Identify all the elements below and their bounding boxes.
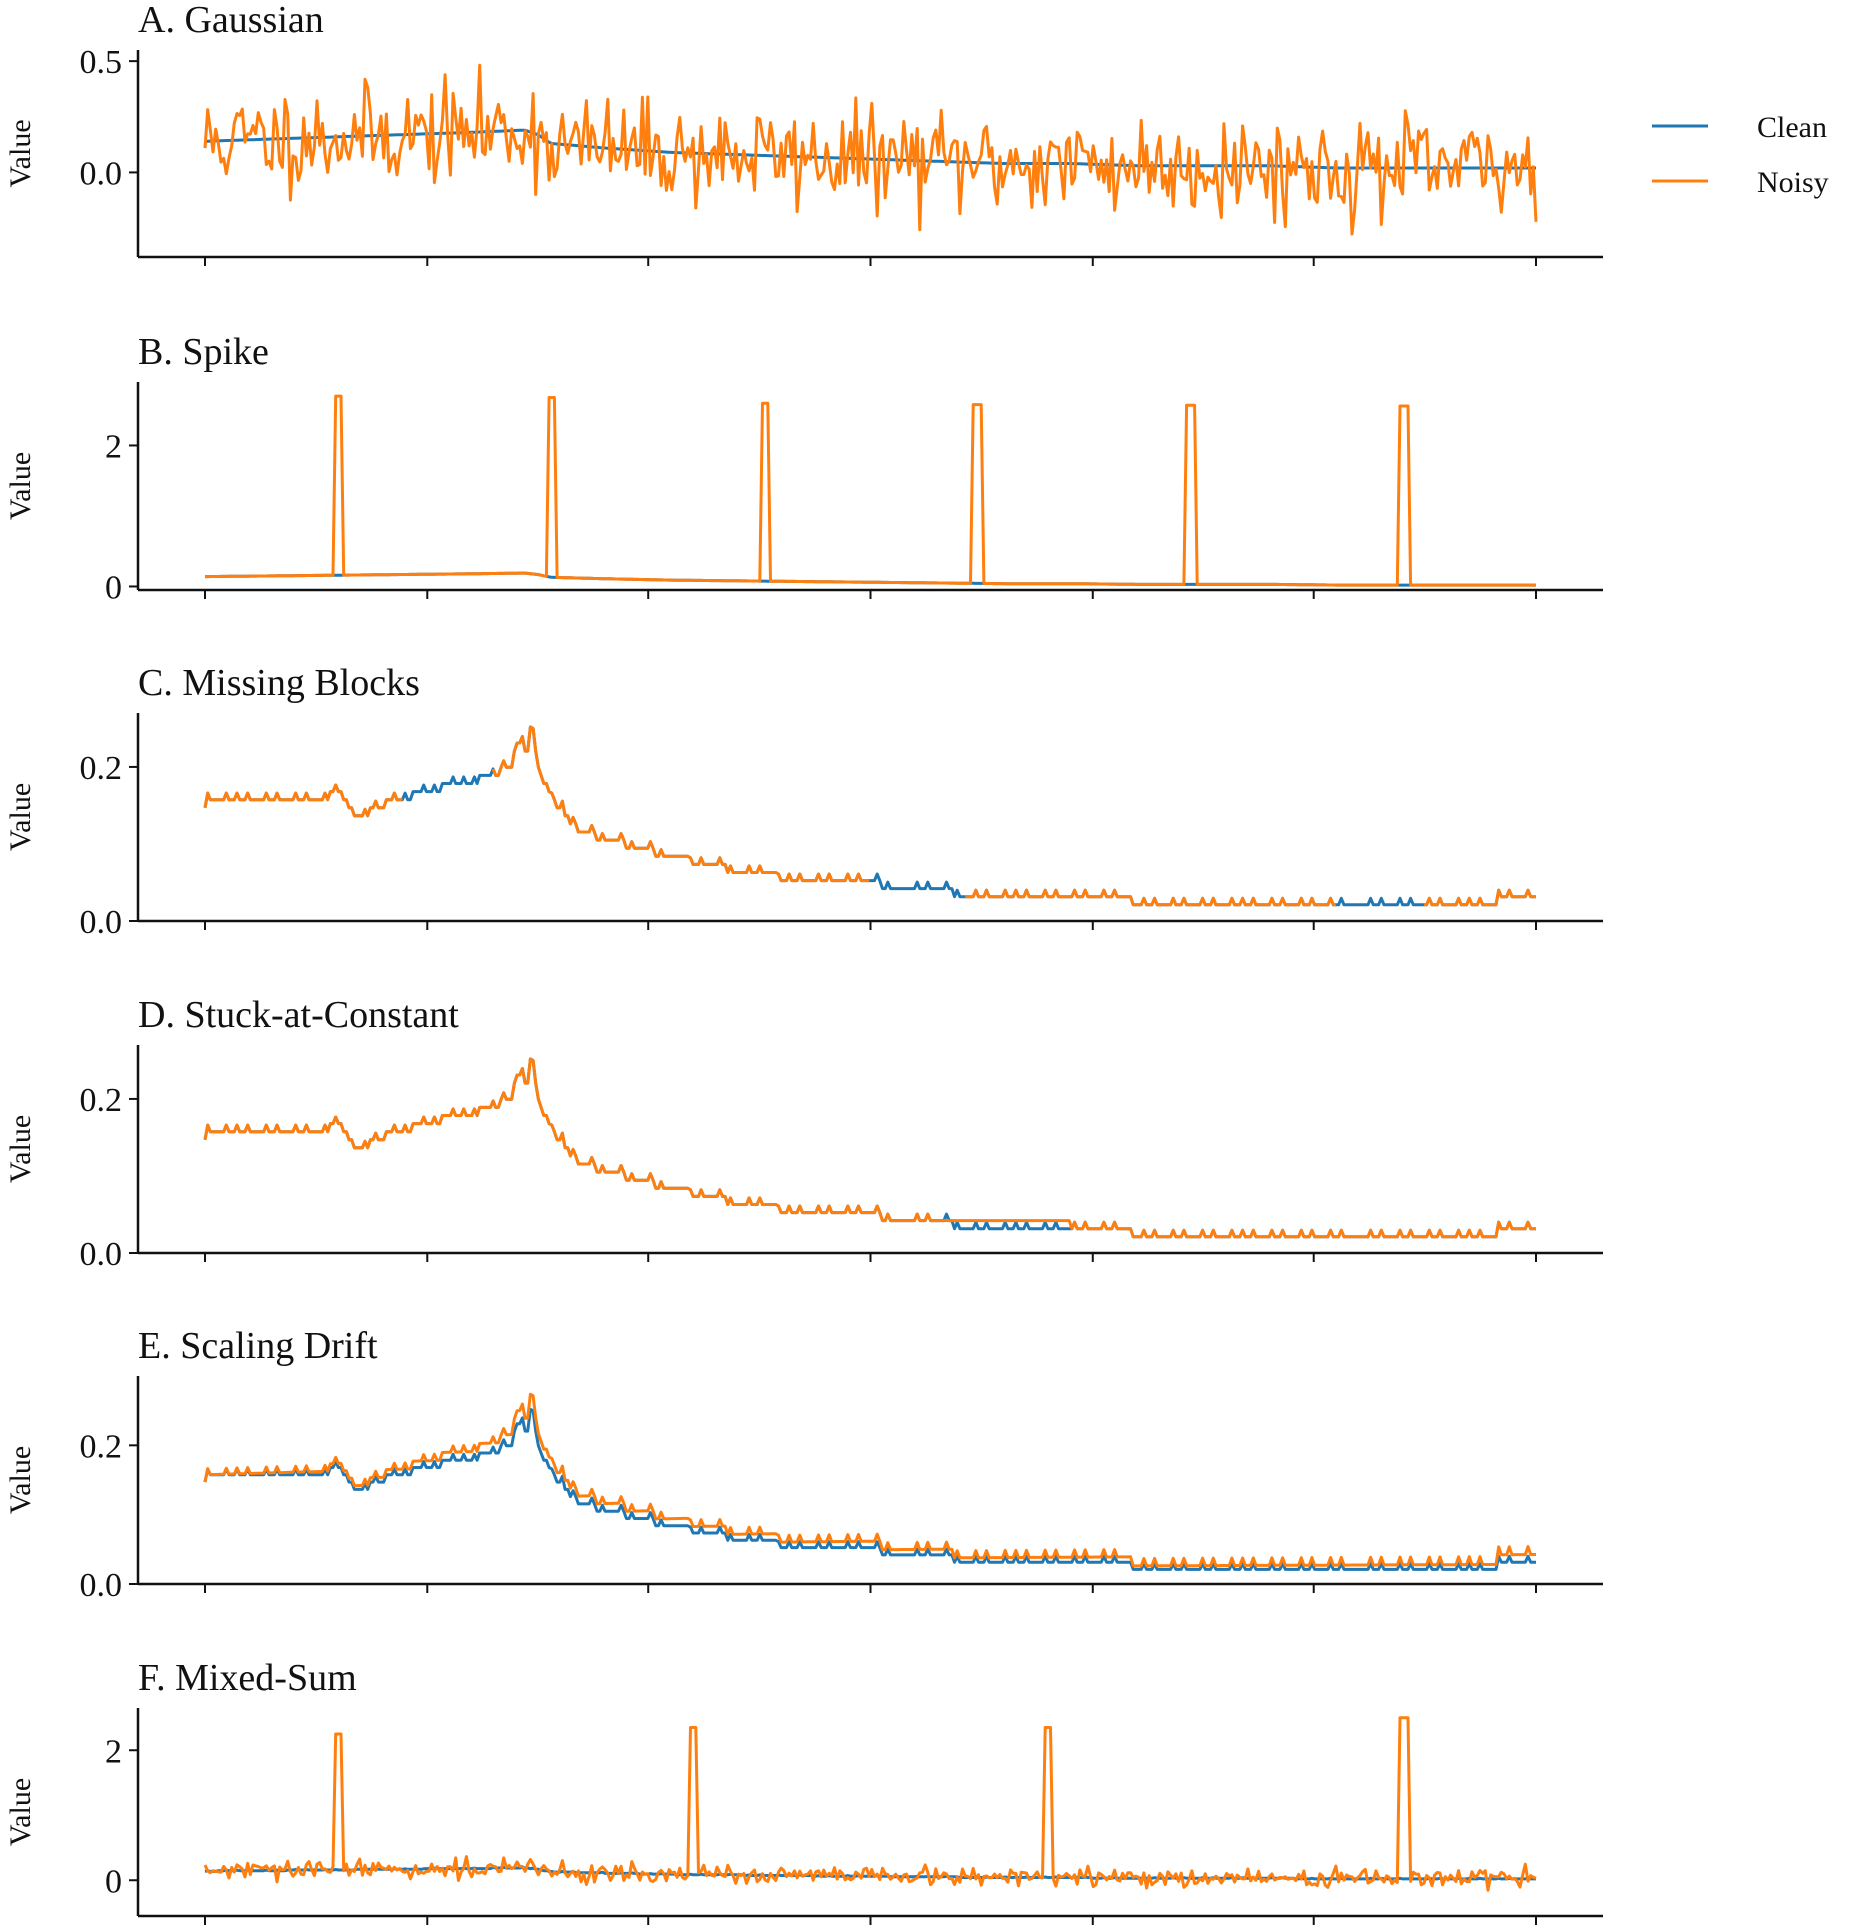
- panel-title: E. Scaling Drift: [138, 1325, 378, 1367]
- panel-title: B. Spike: [138, 331, 269, 373]
- clean-series-line: [203, 1407, 1536, 1571]
- y-tick-label: 2: [105, 428, 122, 465]
- y-tick-label: 0.0: [80, 1567, 123, 1604]
- y-tick-label: 0: [105, 569, 122, 606]
- noisy-series-line: [203, 1057, 1536, 1239]
- clean-series-line: [203, 725, 1536, 907]
- panels: A. Gaussian Value 0.0 0.5 B. Spike Value 0 2 C. …: [4, 0, 1603, 1925]
- panel-f: F. Mixed-Sum Value 0 2: [4, 1657, 1603, 1925]
- panel-title: F. Mixed-Sum: [138, 1657, 357, 1699]
- panel-title: C. Missing Blocks: [138, 662, 420, 704]
- y-tick-label: 0.0: [80, 1236, 123, 1273]
- panel-e: E. Scaling Drift Value 0.0 0.2: [4, 1325, 1603, 1604]
- y-axis-label: Value: [4, 783, 37, 851]
- noisy-series-line: [203, 1392, 1536, 1568]
- legend-noisy-label: Noisy: [1757, 166, 1829, 199]
- y-tick-label: 0.5: [80, 44, 123, 81]
- panel-a: A. Gaussian Value 0.0 0.5: [4, 0, 1603, 266]
- noisy-series-line: [205, 394, 1536, 587]
- panel-d: D. Stuck-at-Constant Value 0.0 0.2: [4, 994, 1603, 1273]
- noisy-series-line: [203, 725, 1536, 907]
- noisy-series-line: [203, 63, 1538, 236]
- y-axis-label: Value: [4, 119, 37, 187]
- legend-clean-label: Clean: [1757, 111, 1827, 144]
- y-tick-label: 0.2: [80, 750, 123, 787]
- y-tick-label: 0: [105, 1863, 122, 1900]
- y-tick-label: 2: [105, 1733, 122, 1770]
- y-tick-label: 0.2: [80, 1428, 123, 1465]
- panel-title: D. Stuck-at-Constant: [138, 994, 459, 1036]
- y-tick-label: 0.2: [80, 1082, 123, 1119]
- y-axis-label: Value: [4, 1778, 37, 1846]
- legend: Clean Noisy: [1652, 111, 1829, 199]
- clean-series-line: [203, 1057, 1536, 1239]
- y-tick-label: 0.0: [80, 904, 123, 941]
- y-axis-label: Value: [4, 1446, 37, 1514]
- panel-b: B. Spike Value 0 2: [4, 331, 1603, 606]
- noisy-series-line: [203, 1716, 1537, 1892]
- y-axis-label: Value: [4, 1115, 37, 1183]
- y-tick-label: 0.0: [80, 155, 123, 192]
- panel-title: A. Gaussian: [138, 0, 324, 41]
- y-axis-label: Value: [4, 452, 37, 520]
- panel-c: C. Missing Blocks Value 0.0 0.2: [4, 662, 1603, 941]
